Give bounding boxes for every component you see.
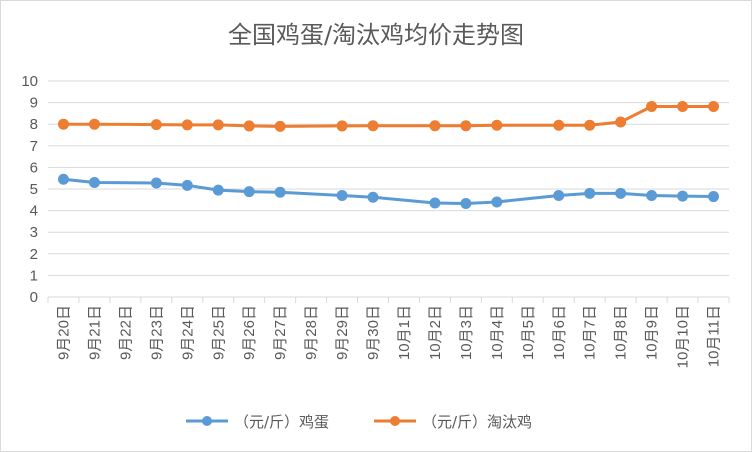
y-tick-label: 5 xyxy=(30,181,38,198)
y-tick-label: 1 xyxy=(30,267,38,284)
x-tick-label: 10月11日 xyxy=(706,305,723,367)
data-point xyxy=(212,119,224,131)
x-tick-label: 9月24日 xyxy=(179,305,196,360)
legend-label: （元/斤）淘汰鸡 xyxy=(422,413,532,431)
series-layer xyxy=(57,100,720,209)
data-point xyxy=(429,120,441,132)
legend: （元/斤）鸡蛋 （元/斤）淘汰鸡 xyxy=(186,413,532,431)
y-tick-label: 2 xyxy=(30,246,38,263)
data-point xyxy=(57,173,69,185)
y-tick-label: 10 xyxy=(21,73,38,90)
x-tick-label: 9月23日 xyxy=(148,305,165,360)
data-point xyxy=(88,118,100,130)
data-point xyxy=(677,100,689,112)
x-tick-label: 10月9日 xyxy=(644,305,661,360)
data-point xyxy=(584,187,596,199)
chart-title: 全国鸡蛋/淘汰鸡均价走势图 xyxy=(228,21,524,49)
data-point xyxy=(646,100,658,112)
data-point xyxy=(150,177,162,189)
series-1 xyxy=(57,100,720,132)
x-axis-ticks: 9月20日 9月21日 9月22日 9月23日 9月24日 9月25日 9月26日 9月27日… xyxy=(55,305,722,368)
x-tick-label: 10月4日 xyxy=(489,305,506,360)
y-tick-label: 4 xyxy=(30,203,38,220)
data-point xyxy=(88,177,100,189)
x-tick-label: 10月3日 xyxy=(458,305,475,360)
y-axis-ticks: 0 1 2 3 4 5 6 7 8 9 10 xyxy=(21,73,38,306)
data-point xyxy=(367,191,379,203)
x-tick-label: 10月10日 xyxy=(675,305,692,368)
data-point xyxy=(243,186,255,198)
x-tick-label: 9月27日 xyxy=(272,305,289,360)
x-tick-label: 9月22日 xyxy=(117,305,134,360)
y-tick-label: 3 xyxy=(30,224,38,241)
data-point xyxy=(460,197,472,209)
x-tick-label: 9月21日 xyxy=(86,305,103,360)
data-point xyxy=(212,184,224,196)
y-tick-label: 9 xyxy=(30,95,38,112)
series-0 xyxy=(57,173,720,209)
data-point xyxy=(57,118,69,130)
data-point xyxy=(367,120,379,132)
x-tick-label: 9月29日 xyxy=(334,305,351,360)
grid-layer xyxy=(47,80,730,303)
data-point xyxy=(615,116,627,128)
data-point xyxy=(243,120,255,132)
data-point xyxy=(336,120,348,132)
data-point xyxy=(429,197,441,209)
data-point xyxy=(460,120,472,132)
x-tick-label: 9月20日 xyxy=(55,305,72,360)
x-tick-label: 10月2日 xyxy=(427,305,444,360)
x-tick-label: 9月28日 xyxy=(303,305,320,360)
x-tick-label: 9月25日 xyxy=(210,305,227,360)
legend-marker xyxy=(202,416,212,426)
data-point xyxy=(491,196,503,208)
x-tick-label: 9月26日 xyxy=(241,305,258,360)
y-tick-label: 7 xyxy=(30,138,38,155)
x-tick-label: 10月7日 xyxy=(582,305,599,360)
data-point xyxy=(677,190,689,202)
data-point xyxy=(274,186,286,198)
data-point xyxy=(553,189,565,201)
data-point xyxy=(181,119,193,131)
y-tick-label: 6 xyxy=(30,159,38,176)
data-point xyxy=(708,191,720,203)
data-point xyxy=(336,189,348,201)
x-tick-label: 10月6日 xyxy=(551,305,568,360)
data-point xyxy=(181,179,193,191)
x-tick-label: 10月5日 xyxy=(520,305,537,360)
data-point xyxy=(584,119,596,131)
data-point xyxy=(646,189,658,201)
data-point xyxy=(553,119,565,131)
x-tick-label: 9月30日 xyxy=(365,305,382,360)
y-tick-label: 0 xyxy=(30,289,38,306)
x-tick-label: 10月1日 xyxy=(396,305,413,360)
data-point xyxy=(274,120,286,132)
data-point xyxy=(491,119,503,131)
legend-label: （元/斤）鸡蛋 xyxy=(234,413,329,431)
data-point xyxy=(615,187,627,199)
legend-marker xyxy=(390,416,400,426)
data-point xyxy=(708,100,720,112)
x-tick-label: 10月8日 xyxy=(613,305,630,360)
data-point xyxy=(150,119,162,131)
y-tick-label: 8 xyxy=(30,116,38,133)
